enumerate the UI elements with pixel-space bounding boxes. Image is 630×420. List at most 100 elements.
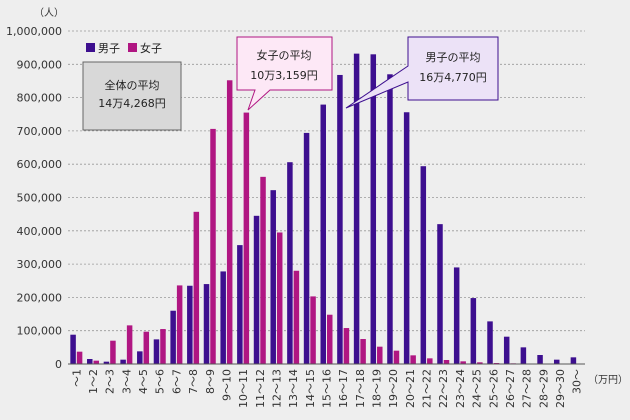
x-tick-label: 11～12 — [254, 369, 267, 408]
bar-female — [160, 329, 166, 364]
x-tick-label: 23～24 — [454, 369, 467, 408]
bar-male — [553, 359, 560, 364]
bar-male — [453, 267, 460, 364]
x-tick-label: 28～29 — [537, 369, 550, 408]
bar-male — [487, 321, 493, 364]
bar-female — [93, 360, 100, 364]
y-tick-label: 800,000 — [17, 92, 63, 105]
x-tick-label: 20～21 — [404, 369, 417, 408]
x-tick-label: 18～19 — [371, 369, 384, 408]
y-tick-label: 400,000 — [17, 225, 63, 238]
bar-female — [243, 112, 250, 364]
bar-female — [310, 296, 316, 364]
x-tick-label: 4～5 — [137, 369, 150, 394]
x-tick-label: 21～22 — [421, 369, 434, 408]
x-axis-unit: （万円） — [588, 374, 628, 386]
y-tick-label: 700,000 — [17, 125, 63, 138]
x-tick-label: 26～27 — [504, 369, 517, 408]
overall-average-callout: 全体の平均 14万4,268円 — [82, 61, 182, 131]
overall-average-value: 14万4,268円 — [98, 97, 166, 110]
overall-average-box — [82, 61, 182, 131]
x-tick-label: 25～26 — [487, 369, 500, 408]
bar-male — [270, 190, 276, 364]
male-average-callout: 男子の平均 16万4,770円 — [345, 36, 499, 109]
bar-male — [287, 162, 293, 364]
x-tick-label: 24～25 — [471, 369, 484, 408]
bar-female — [393, 350, 400, 364]
bar-male — [203, 284, 210, 364]
x-tick-label: 17～18 — [354, 369, 367, 408]
bar-male — [103, 361, 110, 364]
bar-male — [387, 74, 393, 364]
bar-male — [437, 224, 443, 364]
bar-female — [477, 362, 483, 364]
x-tick-label: 14～15 — [304, 369, 317, 408]
bar-female — [260, 176, 266, 364]
x-axis-ticks: ～1 1～2 2～3 3～4 4～5 5～6 6～7 7～8 8～9 9～10 10～11 11～12… — [70, 369, 583, 408]
bar-female — [427, 358, 433, 364]
x-tick-label: 30～ — [571, 369, 584, 394]
x-tick-label: ～1 — [70, 369, 83, 387]
x-tick-label: 3～4 — [120, 369, 133, 394]
male-average-value: 16万4,770円 — [419, 71, 487, 84]
bar-male — [253, 215, 260, 364]
bar-male — [237, 245, 243, 364]
bar-male — [337, 74, 343, 365]
y-tick-label: 1,000,000 — [6, 25, 62, 38]
x-tick-label: 5～6 — [154, 369, 167, 394]
bar-female — [193, 211, 200, 364]
bar-female — [110, 340, 116, 364]
bar-male — [320, 104, 326, 364]
y-tick-label: 500,000 — [17, 192, 63, 205]
bar-female — [143, 331, 150, 364]
legend-label-female: 女子 — [140, 41, 162, 55]
bar-female — [360, 339, 366, 364]
bar-male — [170, 310, 176, 364]
x-tick-label: 29～30 — [554, 369, 567, 408]
bar-male — [537, 355, 543, 364]
x-tick-label: 27～28 — [521, 369, 534, 408]
bar-male — [187, 285, 193, 364]
bar-male — [120, 359, 126, 364]
bar-male — [137, 351, 143, 364]
x-tick-label: 16～17 — [337, 369, 350, 408]
male-average-bubble — [345, 36, 499, 109]
bar-female — [343, 328, 350, 364]
bar-female — [293, 270, 300, 364]
bar-female — [377, 346, 383, 364]
bar-male — [87, 359, 93, 364]
bar-female — [460, 361, 466, 364]
x-tick-label: 8～9 — [204, 369, 217, 394]
bar-male — [503, 336, 510, 364]
x-tick-label: 13～14 — [287, 369, 300, 408]
x-tick-label: 22～23 — [437, 369, 450, 408]
female-average-callout: 女子の平均 10万3,159円 — [236, 36, 333, 111]
overall-average-title: 全体の平均 — [105, 78, 160, 92]
bar-female — [76, 351, 83, 364]
bar-female — [276, 232, 283, 364]
x-tick-label: 9～10 — [220, 369, 233, 401]
bar-female — [126, 325, 133, 364]
legend-swatch-male — [86, 43, 95, 52]
bar-female — [210, 128, 216, 364]
y-tick-label: 0 — [55, 358, 62, 371]
y-tick-label: 300,000 — [17, 258, 63, 271]
x-tick-label: 1～2 — [87, 369, 100, 394]
y-tick-label: 200,000 — [17, 291, 63, 304]
x-tick-label: 15～16 — [321, 369, 334, 408]
y-axis-unit: （人） — [34, 7, 64, 19]
bar-male — [353, 53, 360, 364]
female-average-title: 女子の平均 — [257, 48, 312, 62]
bar-female — [226, 80, 233, 364]
bar-male — [420, 166, 427, 364]
y-tick-label: 100,000 — [17, 325, 63, 338]
bar-female — [176, 285, 183, 364]
bar-male — [153, 339, 160, 364]
legend-swatch-female — [128, 43, 137, 52]
x-tick-label: 10～11 — [237, 369, 250, 408]
bars — [70, 53, 583, 365]
x-tick-label: 2～3 — [104, 369, 117, 394]
x-tick-label: 7～8 — [187, 369, 200, 394]
bar-male — [370, 54, 377, 365]
